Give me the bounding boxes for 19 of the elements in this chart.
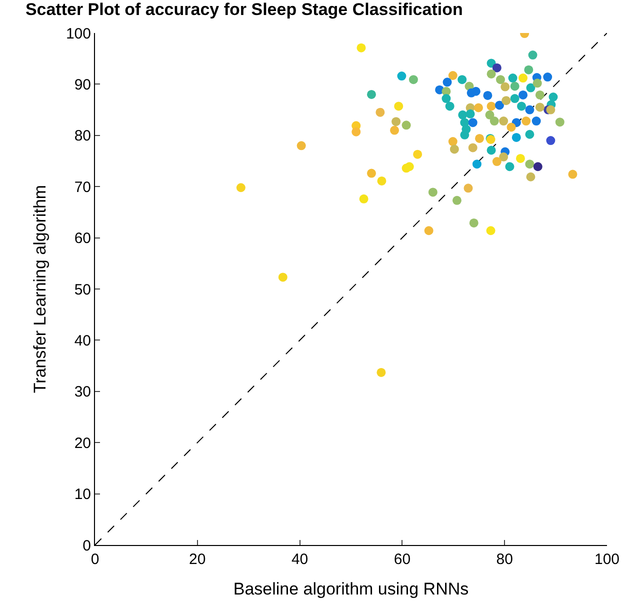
y-tick-label: 10	[74, 486, 91, 504]
y-tick-label: 90	[74, 76, 91, 94]
x-axis-title: Baseline algorithm using RNNs	[233, 579, 469, 598]
y-tick-label: 60	[74, 230, 91, 248]
y-tick-label: 50	[74, 281, 91, 298]
chart-title: Scatter Plot of accuracy for Sleep Stage Classification	[25, 0, 463, 19]
x-tick-label: 80	[496, 551, 513, 568]
y-tick-label: 40	[74, 332, 91, 350]
y-tick-label: 30	[74, 384, 91, 401]
y-tick-label: 80	[74, 128, 91, 145]
y-tick-label: 20	[74, 434, 91, 452]
y-tick-label: 70	[74, 178, 91, 196]
y-axis-title: Transfer Learning algorithm	[30, 184, 50, 394]
y-tick-label: 0	[82, 537, 91, 554]
x-tick-label: 60	[394, 551, 411, 568]
x-tick-label: 40	[291, 551, 308, 568]
y-tick-label: 100	[66, 25, 91, 42]
x-tick-label: 20	[189, 551, 206, 568]
x-tick-label: 100	[594, 551, 620, 568]
